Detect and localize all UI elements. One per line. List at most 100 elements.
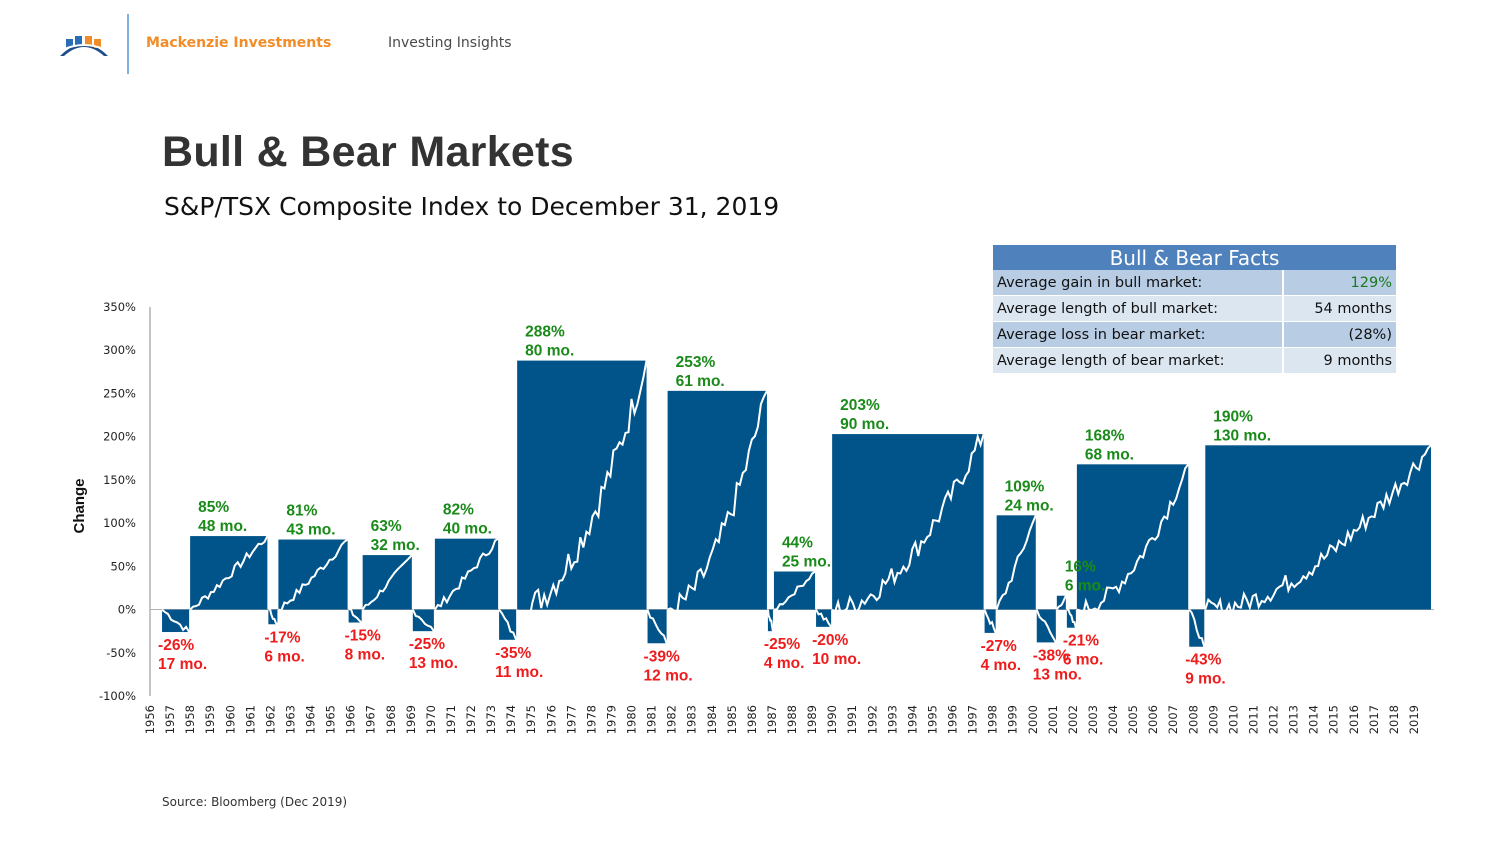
x-tick-label: 1993 — [885, 705, 899, 734]
x-tick-label: 2007 — [1166, 705, 1180, 734]
bear-value-label: -17% — [264, 629, 300, 646]
bull-value-label: 190% — [1213, 408, 1253, 425]
x-tick-label: 1968 — [384, 705, 398, 734]
x-tick-label: 1988 — [785, 705, 799, 734]
x-tick-label: 1978 — [584, 705, 598, 734]
header-divider — [127, 14, 129, 74]
bear-duration-label: 17 mo. — [158, 656, 207, 673]
bear-duration-label: 9 mo. — [1185, 671, 1225, 688]
bear-duration-label: 4 mo. — [764, 655, 804, 672]
bear-duration-label: 6 mo. — [1063, 652, 1103, 669]
index-line — [773, 570, 816, 611]
facts-row: Average length of bear market: 9 months — [993, 347, 1396, 374]
x-tick-label: 2005 — [1126, 705, 1140, 734]
bear-value-label: -25% — [764, 636, 800, 653]
bull-market-bar — [667, 390, 767, 610]
bull-market-bar — [517, 360, 647, 610]
index-line — [189, 535, 269, 611]
x-tick-label: 2000 — [1026, 705, 1040, 734]
index-line — [766, 609, 774, 632]
x-tick-label: 1990 — [825, 705, 839, 734]
bear-value-label: -27% — [981, 638, 1017, 655]
x-tick-label: 2018 — [1387, 705, 1401, 734]
bear-value-label: -21% — [1063, 633, 1099, 650]
index-line — [348, 607, 363, 624]
page-subtitle: S&P/TSX Composite Index to December 31, … — [164, 192, 780, 221]
index-line — [411, 609, 435, 632]
y-tick-label: 50% — [110, 559, 136, 573]
bear-duration-label: 10 mo. — [812, 651, 861, 668]
y-tick-label: 350% — [103, 300, 136, 314]
x-tick-label: 1989 — [805, 705, 819, 734]
x-tick-label: 1983 — [685, 705, 699, 734]
bull-value-label: 44% — [782, 535, 813, 552]
x-tick-label: 1994 — [905, 705, 919, 734]
index-line — [278, 538, 349, 612]
bull-value-label: 82% — [443, 502, 474, 519]
x-tick-label: 2008 — [1186, 705, 1200, 734]
bull-value-label: 168% — [1085, 427, 1125, 444]
index-line — [1035, 609, 1057, 643]
x-axis: 1956 1957 1958 1959 1960 1961 1962 1963 1964 1965… — [143, 705, 1421, 734]
x-tick-label: 2011 — [1246, 705, 1260, 734]
bull-value-label: 85% — [198, 499, 229, 516]
index-line — [646, 609, 668, 644]
bar-labels: -26% 17 mo. 85% 48 mo. -17% 6 mo. 81% 43 mo. -15… — [158, 324, 1271, 688]
x-tick-label: 1975 — [524, 705, 538, 734]
index-line — [831, 432, 985, 618]
bear-duration-label: 11 mo. — [495, 664, 543, 681]
x-tick-label: 1971 — [444, 705, 458, 734]
facts-value: (28%) — [1282, 321, 1396, 348]
facts-label: Average length of bull market: — [993, 295, 1283, 322]
bull-market-bar — [773, 571, 816, 610]
bull-value-label: 81% — [286, 503, 317, 520]
bear-duration-label: 6 mo. — [264, 648, 304, 665]
bull-bear-facts-table: Bull & Bear Facts Average gain in bull m… — [993, 245, 1396, 374]
x-tick-label: 1964 — [304, 705, 318, 734]
x-tick-label: 2009 — [1206, 705, 1220, 734]
index-line — [1076, 463, 1189, 619]
x-tick-label: 1972 — [464, 705, 478, 734]
index-line — [667, 390, 768, 621]
x-tick-label: 1965 — [324, 705, 338, 734]
x-tick-label: 1991 — [845, 705, 859, 734]
index-line — [983, 609, 997, 634]
x-tick-label: 1977 — [564, 705, 578, 734]
x-tick-label: 1960 — [223, 705, 237, 734]
x-tick-label: 1963 — [283, 705, 297, 734]
y-tick-label: -50% — [106, 646, 136, 660]
bull-duration-label: 90 mo. — [840, 416, 889, 433]
bull-value-label: 16% — [1065, 559, 1096, 576]
x-tick-label: 1969 — [404, 705, 418, 734]
x-tick-label: 2012 — [1267, 705, 1281, 734]
x-tick-label: 2006 — [1146, 705, 1160, 734]
x-tick-label: 1995 — [925, 705, 939, 734]
bear-value-label: -26% — [158, 637, 194, 654]
bull-market-bar — [1205, 445, 1431, 610]
bear-value-label: -35% — [495, 645, 531, 662]
facts-label: Average gain in bull market: — [993, 270, 1283, 296]
x-tick-label: 2017 — [1367, 705, 1381, 734]
x-tick-label: 1966 — [344, 705, 358, 734]
index-line — [361, 554, 413, 611]
bull-value-label: 109% — [1005, 478, 1045, 495]
x-tick-label: 1973 — [484, 705, 498, 734]
index-line — [815, 609, 832, 628]
bull-duration-label: 80 mo. — [525, 343, 574, 360]
bull-duration-label: 25 mo. — [782, 554, 831, 571]
y-tick-label: 250% — [103, 386, 136, 400]
page-title: Bull & Bear Markets — [162, 128, 574, 176]
bear-value-label: -15% — [345, 628, 381, 645]
facts-label: Average loss in bear market: — [993, 321, 1283, 348]
bull-duration-label: 24 mo. — [1005, 497, 1054, 514]
x-tick-label: 1997 — [966, 705, 980, 734]
mackenzie-bridge-logo-icon — [58, 30, 110, 58]
x-tick-label: 2019 — [1407, 705, 1421, 734]
x-tick-label: 1959 — [203, 705, 217, 734]
facts-row: Average loss in bear market: (28%) — [993, 321, 1396, 348]
x-tick-label: 1961 — [243, 705, 257, 734]
x-tick-label: 2015 — [1327, 705, 1341, 734]
bull-value-label: 253% — [676, 354, 716, 371]
bull-duration-label: 6 mo. — [1065, 578, 1105, 595]
x-tick-label: 2001 — [1046, 705, 1060, 734]
